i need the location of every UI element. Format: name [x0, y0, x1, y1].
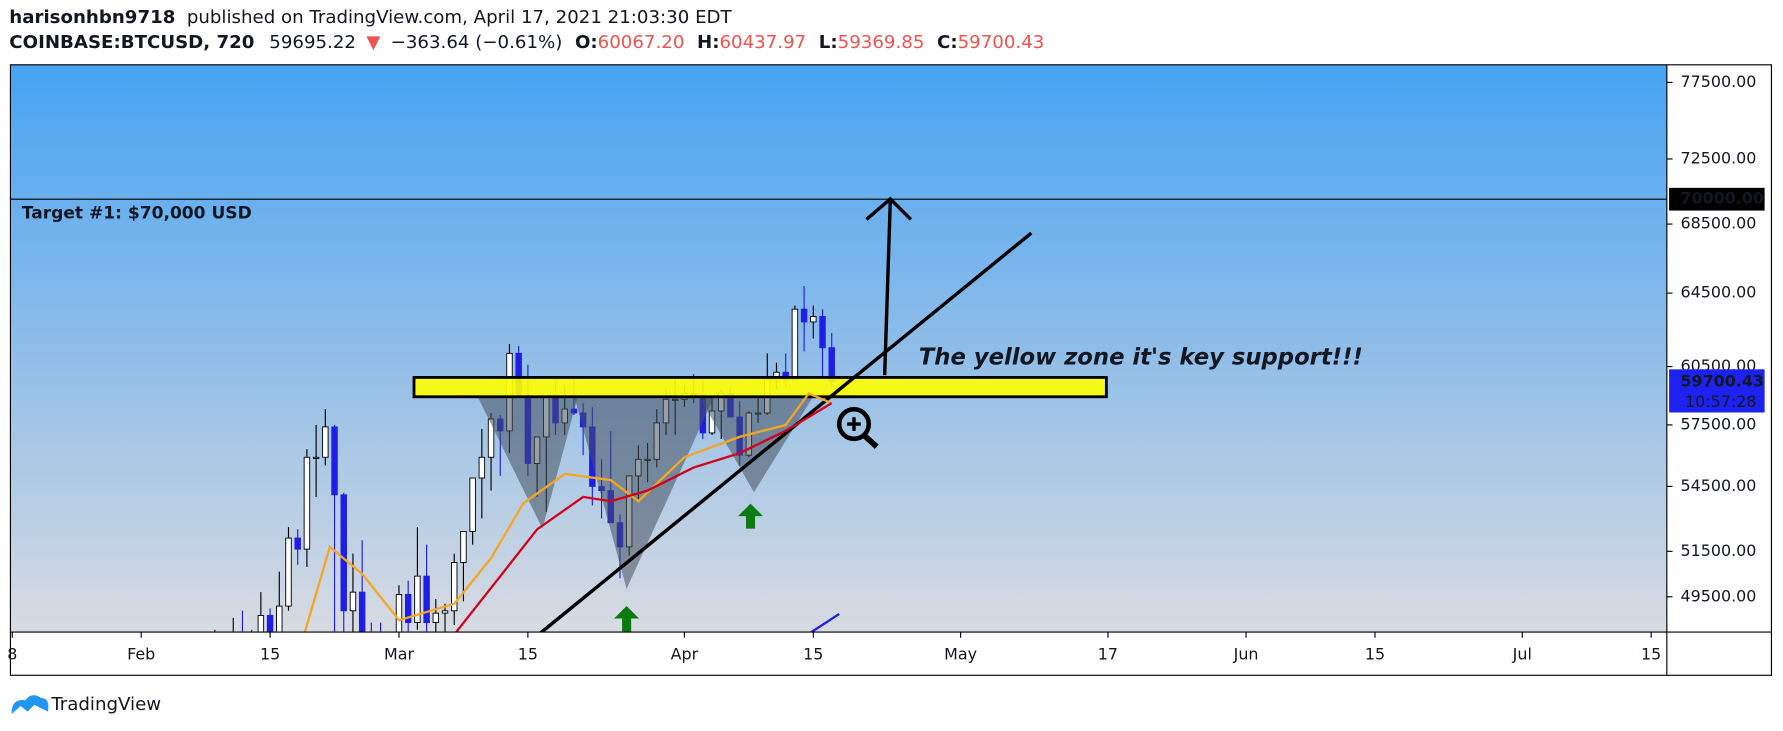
moving-average — [454, 402, 833, 633]
c-label: C: — [937, 32, 958, 53]
candle-body — [478, 456, 486, 479]
x-tick-label: 15 — [803, 644, 823, 663]
moving-average — [303, 392, 833, 633]
candle-body — [451, 562, 458, 612]
candle-body — [423, 575, 430, 624]
plot-background — [10, 64, 1667, 633]
candle-body — [257, 615, 265, 633]
change: −363.64 (−0.61%) — [391, 32, 563, 53]
candle-body — [819, 316, 826, 349]
h-value: 60437.97 — [720, 32, 807, 53]
c-value: 59700.43 — [958, 32, 1045, 53]
target-arrow — [882, 198, 893, 376]
zoom-icon — [836, 406, 879, 449]
y-tick-label: 68500.00 — [1680, 214, 1756, 233]
candle-body — [276, 605, 283, 633]
x-tick-label: 15 — [518, 644, 538, 663]
footer-logo — [11, 695, 49, 714]
axes: 77500.0072500.0068500.0064500.0060500.00… — [7, 72, 1765, 663]
overlay — [10, 198, 1667, 633]
x-tick-label: Jun — [1233, 644, 1259, 663]
x-tick-label: Mar — [384, 644, 414, 663]
candle-body — [266, 615, 274, 633]
y-tick-label: 54500.00 — [1680, 476, 1756, 495]
l-value: 59369.85 — [838, 32, 925, 53]
candle-body — [460, 531, 467, 563]
trendline — [539, 231, 1033, 633]
candle-body — [285, 537, 292, 607]
candle-body — [340, 494, 347, 612]
x-tick-label: 15 — [1641, 644, 1661, 663]
y-tick-label: 77500.00 — [1680, 72, 1756, 91]
support-zone — [412, 376, 1108, 399]
header-line-2: COINBASE:BTCUSD, 720 59695.22 ▼ −363.64 … — [9, 32, 1044, 53]
x-tick-label: 8 — [7, 644, 17, 663]
candle-body — [312, 456, 320, 459]
countdown-label: 10:57:28 — [1685, 392, 1756, 411]
target-label: 70000.00 — [1680, 189, 1764, 208]
time-axis — [10, 632, 1667, 676]
head — [574, 396, 715, 589]
blue-line — [809, 612, 840, 633]
target-label-bg — [1669, 187, 1765, 211]
last-price-bg — [1669, 369, 1765, 413]
green-arrows — [614, 503, 764, 633]
candle-body — [414, 575, 421, 624]
y-tick-label: 49500.00 — [1680, 586, 1756, 605]
change-arrow: ▼ — [366, 32, 380, 53]
x-tick-label: 15 — [1365, 644, 1385, 663]
candle-body — [349, 591, 357, 612]
candle-body — [441, 610, 449, 614]
l-label: L: — [819, 32, 838, 53]
candle-body — [358, 591, 366, 633]
o-label: O: — [575, 32, 598, 53]
symbol: COINBASE:BTCUSD, 720 — [9, 32, 254, 53]
candle-body — [387, 676, 393, 701]
y-tick-label: 57500.00 — [1680, 414, 1756, 433]
candle-body — [322, 426, 329, 458]
x-tick-label: Apr — [671, 644, 699, 663]
price: 59695.22 — [269, 32, 356, 53]
author: harisonhbn9718 — [9, 7, 175, 28]
x-tick-label: Feb — [127, 644, 155, 663]
candle-body — [791, 308, 799, 381]
footer-brand: TradingView — [50, 694, 161, 715]
candle-body — [810, 316, 817, 323]
candle-body — [800, 308, 808, 323]
o-value: 60067.20 — [598, 32, 685, 53]
y-tick-label: 72500.00 — [1680, 148, 1756, 167]
published: published on TradingView.com, April 17, … — [187, 7, 733, 28]
candle-body — [303, 456, 311, 550]
header-line-1: harisonhbn9718 published on TradingView.… — [9, 7, 732, 28]
candle-body — [432, 612, 440, 624]
y-tick-label: 51500.00 — [1680, 541, 1756, 560]
x-tick-label: Jul — [1512, 644, 1532, 663]
candle-body — [404, 594, 412, 624]
last-price-label: 59700.43 — [1680, 371, 1764, 390]
x-tick-label: 17 — [1098, 644, 1118, 663]
frame — [9, 64, 1772, 676]
x-tick-label: May — [944, 644, 977, 663]
candle-body — [395, 594, 403, 633]
candle-body — [469, 477, 476, 532]
candle-body — [331, 426, 338, 496]
y-tick-label: 64500.00 — [1680, 283, 1756, 302]
x-tick-label: 15 — [260, 644, 280, 663]
target-annotation: Target #1: $70,000 USD — [22, 204, 252, 224]
left-shoulder — [477, 396, 578, 529]
support-annotation: The yellow zone it's key support!!! — [919, 345, 1363, 371]
plot — [10, 196, 1667, 701]
h-label: H: — [697, 32, 719, 53]
candle-body — [294, 537, 301, 550]
